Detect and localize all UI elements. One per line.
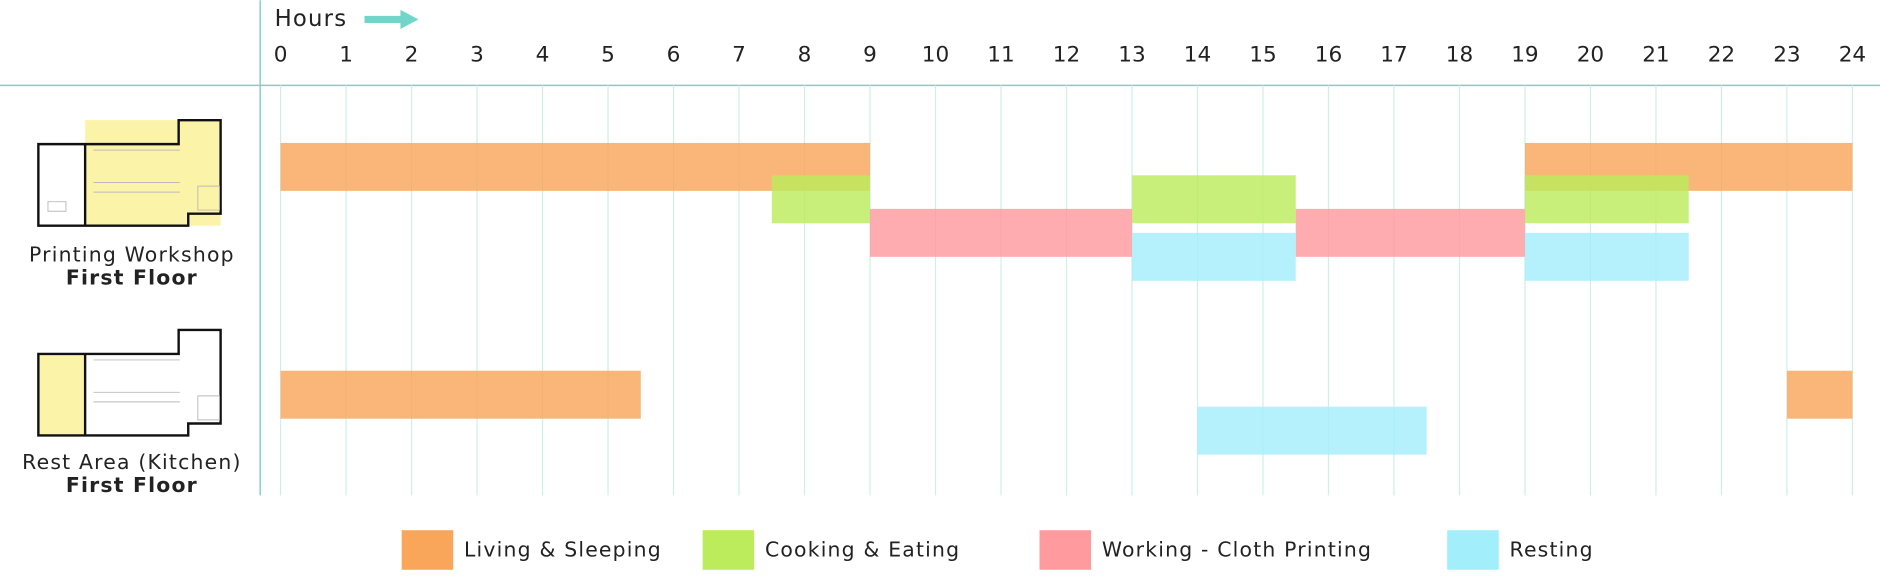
x-tick-label: 7 bbox=[732, 42, 746, 67]
x-tick-label: 1 bbox=[339, 42, 353, 67]
x-tick-label: 19 bbox=[1511, 42, 1538, 67]
legend-swatch bbox=[702, 530, 755, 570]
activity-bar bbox=[870, 208, 1132, 257]
legend-label: Working - Cloth Printing bbox=[1102, 538, 1372, 562]
activity-bar bbox=[1131, 175, 1296, 224]
activity-bar bbox=[1786, 370, 1853, 419]
x-tick-label: 22 bbox=[1708, 42, 1735, 67]
x-tick-label: 21 bbox=[1642, 42, 1669, 67]
legend-label: Living & Sleeping bbox=[464, 538, 662, 562]
row-sublabel: First Floor bbox=[66, 473, 198, 497]
x-tick-label: 8 bbox=[798, 42, 812, 67]
x-tick-label: 10 bbox=[922, 42, 949, 67]
x-tick-label: 2 bbox=[405, 42, 419, 67]
x-tick-label: 23 bbox=[1773, 42, 1800, 67]
legend-label: Cooking & Eating bbox=[765, 538, 960, 562]
activity-bar bbox=[1131, 232, 1296, 281]
activity-bar bbox=[280, 370, 641, 419]
x-tick-label: 13 bbox=[1118, 42, 1145, 67]
x-tick-label: 5 bbox=[601, 42, 615, 67]
x-tick-label: 3 bbox=[470, 42, 484, 67]
x-tick-label: 24 bbox=[1839, 42, 1866, 67]
x-tick-label: 11 bbox=[987, 42, 1014, 67]
x-axis-label: Hours bbox=[275, 6, 348, 32]
x-tick-label: 9 bbox=[863, 42, 877, 67]
floor-plan bbox=[37, 118, 222, 227]
x-tick-label: 20 bbox=[1577, 42, 1604, 67]
activity-bar bbox=[1524, 232, 1689, 281]
x-tick-label: 15 bbox=[1249, 42, 1276, 67]
legend-label: Resting bbox=[1510, 538, 1594, 562]
activity-bar bbox=[771, 175, 871, 224]
x-tick-label: 16 bbox=[1315, 42, 1342, 67]
x-tick-label: 18 bbox=[1446, 42, 1473, 67]
legend-swatch bbox=[1447, 530, 1499, 570]
row-label: Rest Area (Kitchen) bbox=[22, 450, 241, 474]
x-tick-label: 12 bbox=[1053, 42, 1080, 67]
row-sublabel: First Floor bbox=[66, 265, 198, 289]
x-tick-label: 0 bbox=[274, 42, 288, 67]
activity-bar bbox=[1524, 175, 1689, 224]
x-tick-label: 4 bbox=[536, 42, 550, 67]
x-tick-label: 14 bbox=[1184, 42, 1211, 67]
x-tick-label: 17 bbox=[1380, 42, 1407, 67]
activity-bar bbox=[1295, 208, 1525, 257]
legend-swatch bbox=[1039, 530, 1092, 570]
row-label: Printing Workshop bbox=[29, 243, 235, 267]
activity-bar bbox=[1197, 406, 1427, 455]
x-tick-label: 6 bbox=[667, 42, 681, 67]
arrow bbox=[364, 9, 419, 30]
legend-swatch bbox=[401, 530, 454, 570]
floor-plan bbox=[37, 328, 222, 437]
